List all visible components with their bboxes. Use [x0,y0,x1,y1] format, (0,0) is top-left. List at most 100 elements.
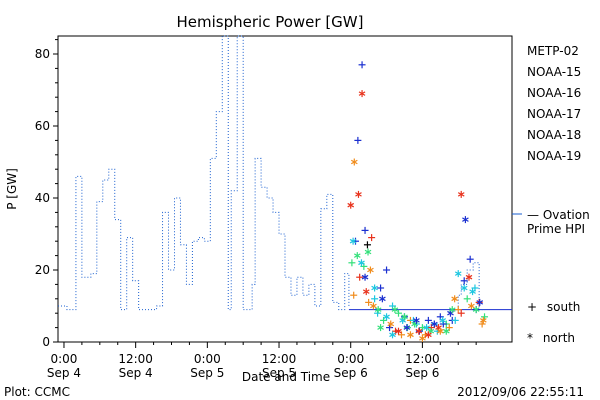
x-tick-date-label: Sep 5 [190,366,224,380]
north-star-marker [439,316,447,324]
y-tick-label: 60 [35,119,50,133]
north-star-marker [367,266,374,274]
north-star-marker [383,313,390,321]
north-star-marker [379,295,386,303]
north-star-marker [442,327,450,335]
north-star-marker [476,298,484,306]
north-star-marker [425,331,432,339]
north-star-marker [423,324,430,332]
legend-metp-02: METP-02 [527,44,579,58]
south-plus-marker [348,259,356,267]
north-star-marker [355,190,362,198]
north-star-marker [451,295,458,303]
y-tick-label: 20 [35,263,50,277]
south-plus-marker [463,295,471,303]
south-plus-marker [368,234,376,242]
north-star-marker [448,306,456,314]
north-star-marker [457,190,465,198]
footer-plot-credit: Plot: CCMC [4,385,70,399]
south-plus-marker [424,316,432,324]
ovation-step-line [58,35,350,311]
north-star-marker [377,324,384,332]
north-star-marker [436,327,444,335]
north-star-marker [353,252,361,260]
ovation-trailing-line [452,262,486,311]
south-plus-marker [395,309,402,317]
south-plus-marker [418,324,426,332]
south-marker-symbol: + [527,300,537,314]
x-tick-time-label: 12:00 [118,352,153,366]
north-markers [347,90,487,342]
south-plus-marker [363,241,371,249]
north-star-marker [468,302,475,310]
footer-timestamp: 2012/09/06 22:55:11 [457,385,584,399]
north-star-marker [364,248,372,256]
south-plus-marker [454,306,462,314]
north-star-marker [358,259,365,267]
south-plus-marker [457,309,465,317]
north-star-marker [431,320,438,328]
north-star-marker [362,288,370,296]
south-plus-marker [451,316,459,324]
north-star-marker [413,316,420,324]
north-star-marker [374,306,382,314]
ovation-label-line1: — Ovation [527,208,590,222]
north-marker-symbol: * [527,331,533,345]
north-star-marker [391,306,399,314]
y-tick-label: 0 [42,335,50,349]
y-tick-label: 80 [35,47,50,61]
south-plus-marker [361,226,369,234]
legend-noaa-17: NOAA-17 [527,107,581,121]
south-plus-marker [356,273,364,281]
north-star-marker [479,316,487,324]
north-star-marker [403,324,411,332]
x-tick-date-label: Sep 4 [119,366,153,380]
north-star-marker [350,158,358,166]
south-plus-marker [377,284,385,292]
x-axis-label: Date and Time [242,370,330,384]
plot-frame [57,35,513,343]
y-axis: 0 20 40 60 80 [35,39,58,349]
north-star-marker [454,270,462,278]
south-plus-marker [383,266,391,274]
x-tick-time-label: 12:00 [262,352,297,366]
north-star-marker [401,313,408,321]
x-tick-date-label: Sep 6 [405,366,439,380]
x-tick-time-label: 0:00 [50,352,77,366]
north-marker-label: north [543,331,575,345]
ovation-label-line2: Prime HPI [527,222,585,236]
x-tick-date-label: Sep 4 [47,366,81,380]
north-star-marker [419,334,426,342]
legend-noaa-15: NOAA-15 [527,65,581,79]
south-marker-label: south [547,300,581,314]
chart-title: Hemispheric Power [GW] [177,13,364,31]
north-star-marker [460,284,468,292]
north-star-marker [472,306,480,314]
x-tick-date-label: Sep 6 [334,366,368,380]
north-star-marker [407,331,414,339]
x-tick-date-label: Sep 5 [262,366,296,380]
north-marker-legend: * north [527,331,575,345]
x-tick-time-label: 0:00 [194,352,221,366]
north-star-marker [415,327,423,335]
north-star-marker [395,327,402,335]
south-plus-marker [371,295,379,303]
south-plus-marker [466,255,474,263]
north-star-marker [465,273,473,281]
north-star-marker [349,237,357,245]
x-tick-time-label: 0:00 [337,352,364,366]
ovation-prime-hpi-line [58,35,512,311]
legend-noaa-18: NOAA-18 [527,128,581,142]
south-marker-legend: + south [527,300,580,314]
y-tick-label: 40 [35,191,50,205]
y-axis-label: P [GW] [5,168,19,210]
north-star-marker [387,320,395,328]
north-star-marker [358,90,366,98]
north-star-marker [469,288,476,296]
north-star-marker [389,331,396,339]
north-star-marker [462,216,469,224]
south-markers [348,61,489,339]
south-plus-marker [354,136,362,144]
south-plus-marker [365,298,373,306]
